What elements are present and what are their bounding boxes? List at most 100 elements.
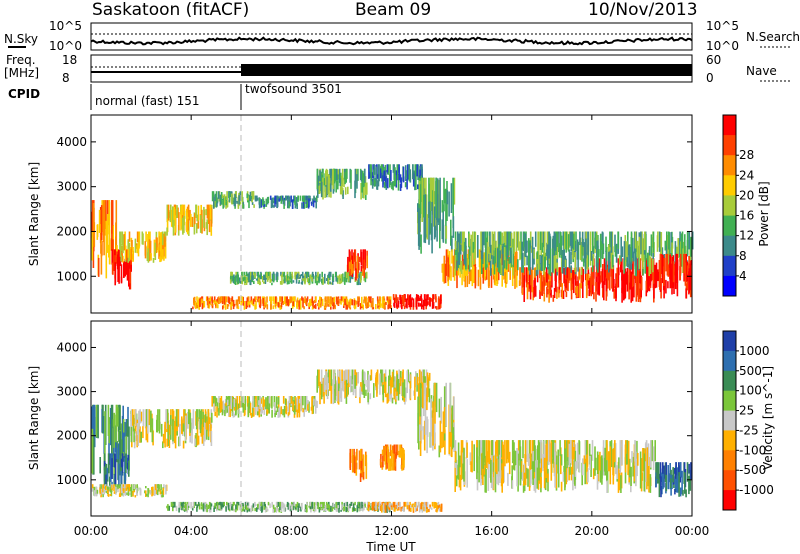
echo-cell [308,306,310,310]
echo-cell [480,231,482,251]
echo-cell [136,245,138,254]
echo-cell [533,440,536,457]
echo-cell [227,502,230,510]
echo-cell [492,455,495,491]
echo-cell [267,501,270,506]
echo-cell [643,453,646,492]
echo-cell [683,253,686,274]
echo-cell [652,252,654,261]
echo-cell [446,190,449,205]
echo-cell [603,281,605,301]
echo-cell [483,465,486,475]
echo-cell [398,450,400,458]
echo-cell [118,493,121,497]
echo-cell [324,302,327,308]
echo-cell [375,172,377,180]
echo-cell [469,269,472,282]
echo-cell [559,267,561,281]
echo-cell [346,298,349,305]
echo-cell [121,453,124,467]
echo-cell [420,371,423,389]
colorbar-segment [723,470,736,491]
echo-cell [179,423,181,446]
echo-cell [288,196,291,207]
velocity-y-axis-label: Slant Range [km] [27,366,41,470]
echo-cell [535,268,538,277]
echo-cell [548,281,550,303]
echo-cell [327,503,329,509]
echo-cell [642,255,644,269]
echo-cell [283,199,285,209]
echo-cell [613,288,615,299]
echo-cell [605,278,608,292]
echo-cell [415,172,417,190]
echo-cell [409,374,412,401]
echo-cell [386,451,388,469]
echo-cell [670,232,672,254]
echo-cell [392,180,394,191]
echo-cell [203,415,205,423]
echo-cell [458,463,461,488]
echo-cell [279,506,281,510]
echo-cell [463,447,465,482]
echo-cell [685,288,687,299]
echo-cell [91,211,93,239]
echo-cell [218,300,220,304]
echo-cell [334,376,336,400]
echo-cell [261,506,263,513]
echo-cell [365,389,367,396]
echo-cell [243,509,246,512]
echo-cell [254,296,256,302]
echo-cell [262,197,264,201]
echo-cell [192,506,194,509]
echo-cell [558,289,560,298]
echo-cell [117,407,119,427]
echo-cell [409,501,411,506]
echo-cell [280,296,282,302]
echo-cell [280,274,283,278]
echo-cell [614,234,616,253]
echo-cell [672,467,674,483]
echo-cell [166,438,168,447]
echo-cell [310,502,313,510]
echo-cell [377,299,380,306]
echo-cell [153,489,156,496]
echo-cell [417,302,420,307]
echo-cell [338,274,341,281]
echo-cell [230,302,232,308]
echo-cell [183,204,186,217]
echo-cell [437,505,440,510]
echo-cell [560,267,562,285]
echo-cell [654,265,656,289]
echo-cell [346,369,348,384]
echo-cell [488,440,491,465]
echo-cell [124,258,126,277]
echo-cell [407,294,409,301]
echo-cell [494,247,496,264]
echo-cell [119,404,121,431]
echo-cell [290,508,292,512]
echo-cell [292,506,295,510]
echo-cell [541,275,543,295]
echo-cell [176,205,178,218]
echo-cell [198,503,201,510]
echo-cell [244,399,247,403]
echo-cell [160,245,162,262]
echo-cell [223,296,226,305]
echo-cell [504,231,507,246]
echo-cell [501,463,503,493]
echo-cell [235,504,237,510]
echo-cell [259,281,262,285]
echo-cell [341,175,343,195]
echo-cell [228,396,231,403]
echo-cell [263,204,266,207]
echo-cell [523,464,525,486]
echo-cell [95,489,98,493]
echo-cell [256,271,259,277]
echo-cell [355,464,358,476]
echo-cell [570,267,573,286]
echo-cell [617,231,620,249]
echo-cell [372,307,375,310]
echo-cell [520,461,523,473]
